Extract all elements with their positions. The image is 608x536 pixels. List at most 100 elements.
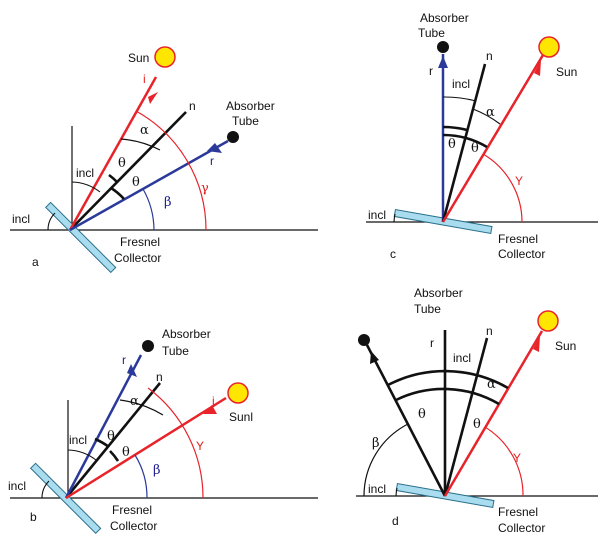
panel-c: Absorber Tube r n Sun incl α θ θ Y incl … (366, 11, 598, 261)
gamma-label: Y (513, 451, 521, 465)
beta-arc (142, 188, 155, 231)
theta-label-2: θ (122, 445, 130, 460)
beta-label: β (153, 463, 161, 478)
wide-arc-2 (395, 387, 500, 406)
collector-label-line1: Fresnel (120, 235, 160, 249)
reflected-arrowhead (438, 56, 448, 68)
i-label: i (212, 394, 215, 408)
theta-arc-2 (442, 133, 467, 140)
absorber-tube-icon (437, 41, 449, 53)
incl-label-lower: incl (368, 208, 386, 222)
theta-label-2: θ (473, 417, 481, 432)
panel-label: a (32, 255, 39, 269)
incl-label-upper: incl (69, 433, 87, 447)
gamma-label: Y (515, 174, 523, 188)
normal-line (441, 63, 487, 223)
n-label: n (189, 99, 196, 113)
beta-label: β (164, 195, 172, 210)
r-label: r (210, 154, 214, 168)
sun-icon (538, 36, 560, 58)
n-label: n (486, 49, 493, 63)
panel-a: Sun i n α Absorber Tube r θ θ γ β incl i… (10, 46, 318, 274)
panel-label: c (390, 247, 396, 261)
gamma-arc (482, 153, 523, 223)
collector-label-line2: Collector (498, 247, 545, 261)
reflected-arrowhead (127, 364, 137, 377)
i-label: i (143, 72, 146, 86)
panel-b: Absorber Tube r n Sunl i α θ θ Y β incl … (8, 327, 318, 535)
incl-arc-upper (71, 181, 101, 193)
incl-label-lower: incl (8, 479, 26, 493)
gamma-arc (484, 426, 524, 497)
fresnel-collector (45, 201, 117, 274)
absorber-tube-icon (142, 340, 154, 352)
alpha-label: α (487, 377, 496, 392)
absorber-tube-label-line2: Tube (418, 26, 445, 40)
incident-arrowhead (534, 60, 541, 76)
absorber-tube-icon (227, 131, 239, 143)
reflected-arrowhead (370, 351, 379, 364)
theta-label-1: θ (448, 137, 456, 152)
sun-icon (154, 46, 176, 68)
gamma-arc (135, 110, 207, 231)
theta-arc-2 (110, 186, 125, 200)
gamma-label: γ (201, 181, 209, 196)
incl-label-lower: incl (368, 482, 386, 496)
normal-line (64, 382, 162, 499)
n-label: n (486, 324, 493, 338)
sun-icon (227, 382, 249, 404)
absorber-tube-label-line2: Tube (414, 302, 441, 316)
theta-arc-1 (108, 173, 118, 183)
incident-ray (443, 330, 544, 497)
panel-label: b (30, 510, 37, 524)
sun-label: Sun (556, 65, 577, 79)
absorber-tube-icon (358, 334, 370, 346)
alpha-label: α (140, 123, 149, 138)
reflected-ray (64, 354, 143, 499)
absorber-tube-label-line1: Absorber (420, 11, 469, 25)
theta-label-1: θ (107, 429, 115, 444)
theta-label-2: θ (132, 175, 140, 190)
beta-label: β (372, 436, 380, 451)
panel-label: d (392, 514, 399, 528)
theta-label-2: θ (471, 141, 479, 156)
collector-label-line2: Collector (498, 521, 545, 535)
theta-arc-2 (109, 450, 120, 462)
incl-label-upper: incl (452, 77, 470, 91)
incident-arrowhead (148, 92, 158, 104)
incl-label-upper: incl (76, 166, 94, 180)
collector-label-line1: Fresnel (498, 505, 538, 519)
normal-line (443, 337, 489, 497)
wide-arc-1 (387, 369, 509, 390)
incident-arrowhead (533, 336, 540, 352)
sun-label: Sunl (229, 410, 253, 424)
beta-arc (134, 454, 148, 499)
r-label: r (429, 64, 433, 78)
incident-ray (65, 396, 227, 500)
theta-arc-1 (442, 125, 468, 132)
alpha-label: α (486, 105, 495, 120)
incident-ray (68, 76, 158, 231)
reflected-ray (69, 139, 229, 232)
incl-label-upper: incl (453, 351, 471, 365)
sun-icon (537, 310, 559, 332)
absorber-tube-label-line1: Absorber (162, 327, 211, 341)
n-label: n (156, 370, 163, 384)
incl-arc-lower (395, 487, 398, 497)
incl-arc-upper (67, 449, 97, 461)
panel-d: Absorber Tube r n Sun incl α θ θ β Y inc… (356, 286, 598, 535)
alpha-label: α (130, 394, 139, 409)
theta-arc-1 (94, 437, 110, 449)
alpha-arc (119, 399, 164, 416)
normal-line (69, 111, 187, 231)
r-label: r (430, 336, 434, 350)
collector-label-line2: Collector (114, 251, 161, 265)
beta-arc (363, 423, 409, 497)
absorber-tube-label-line2: Tube (162, 344, 189, 358)
gamma-arc (147, 387, 204, 499)
alpha-arc (120, 138, 161, 151)
incl-arc-upper (442, 96, 477, 102)
incl-label-lower: incl (12, 212, 30, 226)
reflected-arrowhead (207, 143, 222, 153)
theta-label-1: θ (118, 156, 126, 171)
